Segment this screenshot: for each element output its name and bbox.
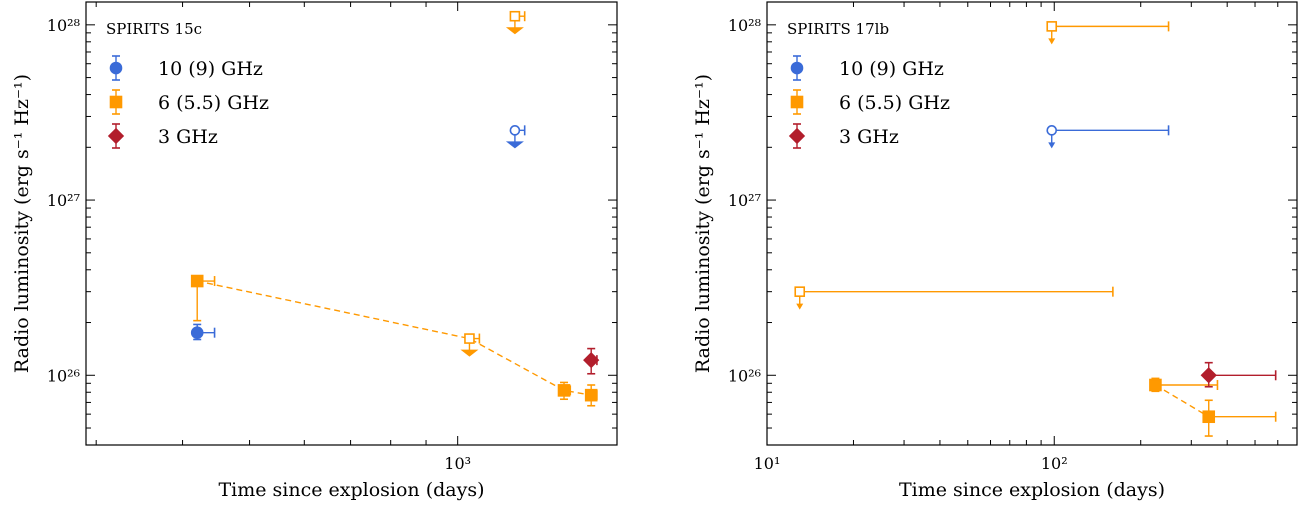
data-point [790, 95, 804, 109]
data-point [464, 333, 475, 344]
data-point [790, 61, 804, 75]
chart-panel-1: 10³ 10²⁶ 10²⁷ 10²⁸ Time since explosion (day… [11, 1, 618, 501]
y-tick-label: 10²⁸ [47, 16, 80, 35]
upper-limit-arrowhead [505, 141, 524, 149]
upper-limit-arrowhead [1048, 38, 1056, 45]
data-point [109, 95, 123, 109]
data-point-group [557, 381, 572, 401]
data-point-group [505, 125, 526, 149]
x-axis-label: Time since explosion (days) [218, 479, 484, 501]
data-point-group [1202, 399, 1277, 437]
data-point-group [190, 274, 216, 322]
legend-label: 3 GHz [158, 126, 218, 148]
series-3 [583, 347, 600, 375]
plot-frame [85, 1, 618, 446]
data-layer [190, 10, 600, 407]
data-point-group [1046, 21, 1170, 45]
legend: 10 (9) GHz 6 (5.5) GHz 3 GHz [788, 55, 950, 149]
upper-limit-arrowhead [796, 303, 804, 310]
data-point [109, 61, 123, 75]
legend-label: 10 (9) GHz [839, 58, 944, 80]
legend-label: 3 GHz [839, 126, 899, 148]
data-point [1200, 367, 1217, 384]
series-3 [1200, 361, 1277, 388]
data-point-group [460, 333, 481, 357]
series-2 [794, 21, 1277, 437]
data-point-group [190, 323, 216, 341]
x-tick-label: 10³ [444, 454, 471, 473]
series-connector [1155, 384, 1210, 418]
x-tick-label: 10² [1041, 454, 1068, 473]
x-axis-label: Time since explosion (days) [899, 479, 1165, 501]
x-tick-label: 10¹ [754, 454, 781, 473]
panel-title: SPIRITS 17lb [787, 20, 889, 38]
data-point [190, 274, 204, 288]
series-1 [1046, 125, 1170, 149]
data-point-group [1046, 125, 1170, 149]
y-tick-label: 10²⁶ [728, 366, 761, 385]
data-point-group [584, 384, 598, 407]
y-axis-label: Radio luminosity (erg s⁻¹ Hz⁻¹) [11, 74, 33, 373]
data-point [794, 286, 806, 297]
data-point [557, 384, 571, 397]
legend-label: 6 (5.5) GHz [158, 92, 269, 114]
data-point-group [505, 10, 526, 35]
y-tick-label: 10²⁷ [728, 191, 761, 210]
series-1 [190, 125, 526, 341]
y-tick-label: 10²⁶ [47, 366, 80, 385]
data-point [788, 127, 806, 145]
data-point [190, 326, 204, 339]
y-tick-label: 10²⁷ [47, 191, 80, 210]
data-point-group [583, 347, 600, 375]
data-layer [794, 21, 1277, 437]
data-point [1202, 410, 1216, 424]
legend-label: 6 (5.5) GHz [839, 92, 950, 114]
upper-limit-arrowhead [505, 27, 524, 35]
y-axis-label: Radio luminosity (erg s⁻¹ Hz⁻¹) [692, 74, 714, 373]
data-point [1046, 125, 1058, 136]
chart-panel-2: 10¹ 10² 10²⁶ 10²⁷ 10²⁸ Time since explosion (… [692, 1, 1298, 501]
data-point-group [1200, 361, 1277, 388]
data-point [107, 127, 125, 145]
data-point [1046, 21, 1058, 32]
panel-title: SPIRITS 15c [106, 20, 202, 38]
data-point-group [1149, 377, 1219, 393]
y-tick-label: 10²⁸ [728, 16, 761, 35]
data-point [584, 388, 598, 402]
data-point [509, 10, 521, 22]
series-2 [190, 10, 598, 407]
data-point-group [794, 286, 1114, 310]
legend: 10 (9) GHz 6 (5.5) GHz 3 GHz [107, 55, 269, 149]
plot-frame [766, 1, 1298, 446]
data-point [583, 352, 600, 369]
data-point [1149, 378, 1162, 392]
upper-limit-arrowhead [1048, 142, 1056, 149]
series-connector [197, 280, 592, 396]
data-point [509, 125, 521, 136]
legend-label: 10 (9) GHz [158, 58, 263, 80]
upper-limit-arrowhead [460, 349, 479, 357]
